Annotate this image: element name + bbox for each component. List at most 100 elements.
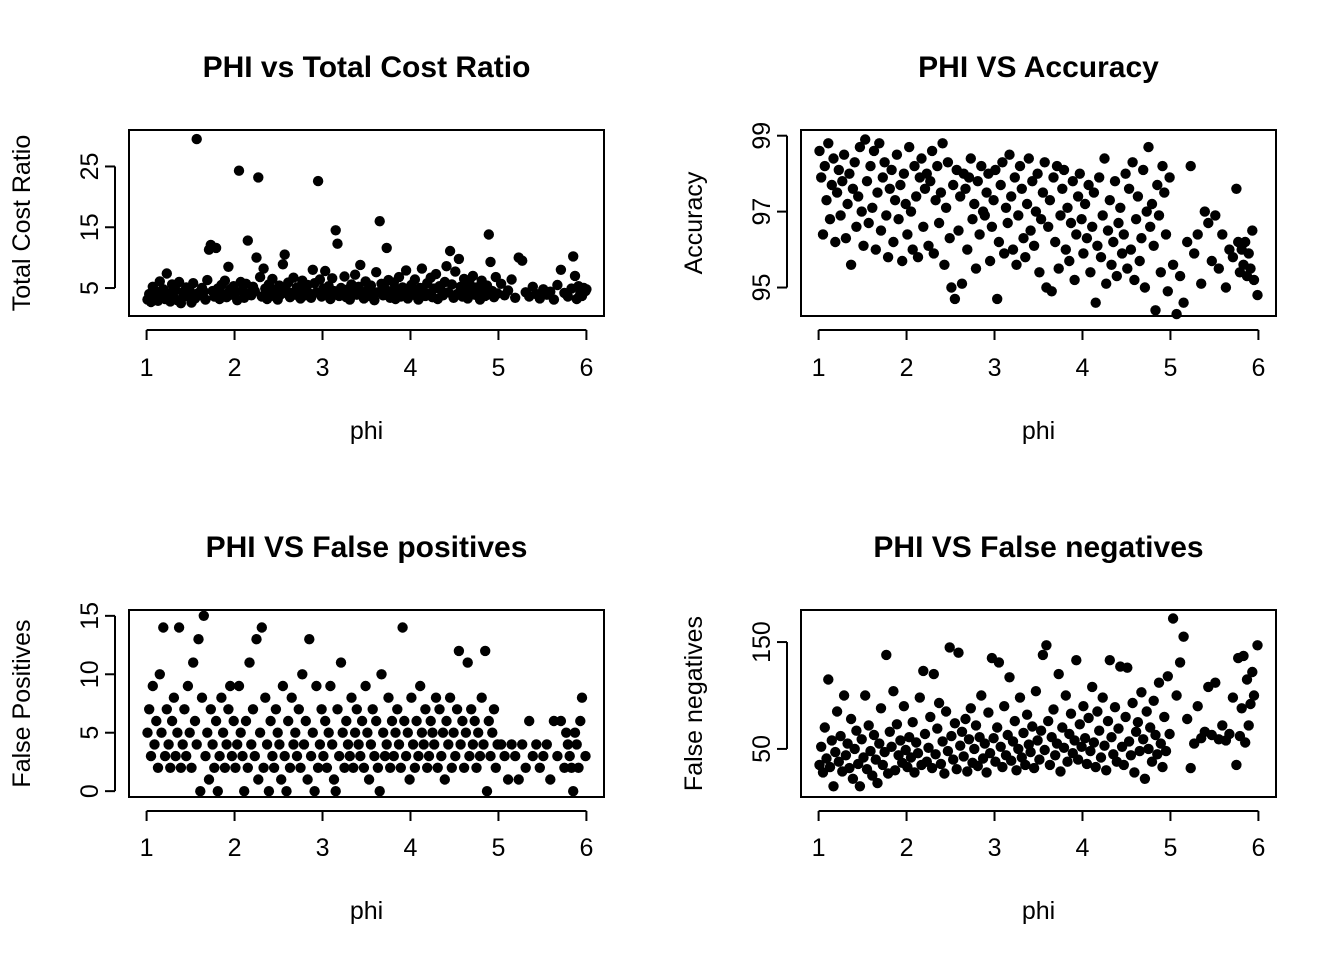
data-point (999, 701, 1010, 712)
data-point (242, 762, 253, 773)
data-point (545, 286, 556, 297)
data-point (1013, 743, 1024, 755)
data-point (1116, 741, 1128, 752)
data-point (145, 750, 157, 762)
data-point (1050, 750, 1061, 761)
data-point (845, 259, 857, 270)
data-point (469, 715, 480, 727)
data-point (1224, 728, 1235, 740)
data-point (239, 786, 250, 797)
data-point (1152, 749, 1163, 760)
data-point (1074, 168, 1086, 179)
data-point (244, 657, 255, 668)
data-point (946, 282, 957, 293)
data-point (828, 781, 839, 792)
data-point (312, 762, 324, 773)
data-point (283, 715, 294, 727)
data-point (297, 669, 308, 680)
data-point (911, 191, 922, 202)
data-point (986, 221, 998, 232)
data-point (1021, 198, 1033, 210)
data-point (320, 265, 331, 277)
data-point (1245, 698, 1256, 710)
data-point (1132, 191, 1144, 202)
data-point (951, 764, 962, 775)
x-tick-label: 4 (404, 834, 418, 862)
data-point (872, 777, 883, 789)
data-point (863, 217, 874, 229)
data-point (1122, 263, 1133, 274)
data-point (1028, 762, 1040, 774)
data-point (355, 750, 366, 762)
data-point (481, 786, 493, 797)
data-point (265, 715, 276, 727)
data-point (877, 759, 888, 771)
data-point (400, 750, 412, 762)
data-point (932, 723, 943, 734)
data-point (988, 733, 999, 744)
data-point (1153, 677, 1165, 688)
data-point (967, 214, 978, 225)
data-point (524, 715, 535, 727)
data-point (409, 274, 421, 285)
data-point (267, 750, 278, 762)
data-point (568, 251, 579, 262)
data-point (165, 762, 176, 773)
data-point (1094, 172, 1105, 183)
data-point (874, 138, 885, 149)
data-point (1007, 244, 1019, 255)
data-point (381, 739, 392, 750)
data-point (330, 786, 341, 797)
data-point (860, 134, 871, 145)
x-tick-label: 3 (316, 834, 330, 862)
data-point (541, 739, 552, 750)
data-point (1030, 206, 1042, 217)
data-point (819, 160, 830, 172)
data-point (1143, 141, 1154, 153)
data-point (267, 273, 278, 285)
data-point (1064, 255, 1075, 267)
x-axis-label: phi (350, 897, 383, 925)
data-point (495, 739, 507, 750)
data-point (531, 739, 542, 750)
data-point (573, 762, 584, 773)
data-point (930, 749, 941, 760)
data-point (300, 715, 311, 727)
data-point (436, 750, 447, 762)
y-axis: 50 150 False negatives (680, 616, 788, 791)
data-point (844, 762, 855, 774)
data-point (430, 692, 442, 703)
data-point (371, 715, 382, 727)
data-point (411, 715, 422, 727)
data-point (365, 739, 377, 750)
data-point (151, 715, 162, 727)
data-point (200, 750, 211, 762)
data-point (1099, 740, 1110, 751)
data-point (956, 726, 968, 737)
data-point (279, 249, 290, 260)
data-point (332, 238, 343, 249)
data-point (571, 739, 582, 750)
data-point (1182, 713, 1193, 725)
data-point (1025, 746, 1036, 758)
data-point (1006, 755, 1017, 766)
data-point (958, 751, 969, 762)
data-point (1079, 198, 1091, 210)
data-point (1247, 666, 1258, 678)
data-point (1106, 259, 1117, 270)
data-point (833, 164, 844, 176)
data-point (279, 750, 290, 762)
data-point (188, 278, 199, 289)
data-point (393, 271, 405, 283)
data-point (925, 176, 936, 187)
data-point (1109, 176, 1121, 187)
data-point (1087, 221, 1098, 232)
plot-frame (128, 129, 605, 317)
data-point (374, 216, 385, 227)
data-point (328, 774, 340, 785)
data-point (416, 263, 428, 274)
data-point (1020, 759, 1031, 771)
data-point (395, 762, 406, 773)
data-point (1046, 286, 1057, 297)
data-point (545, 774, 556, 785)
